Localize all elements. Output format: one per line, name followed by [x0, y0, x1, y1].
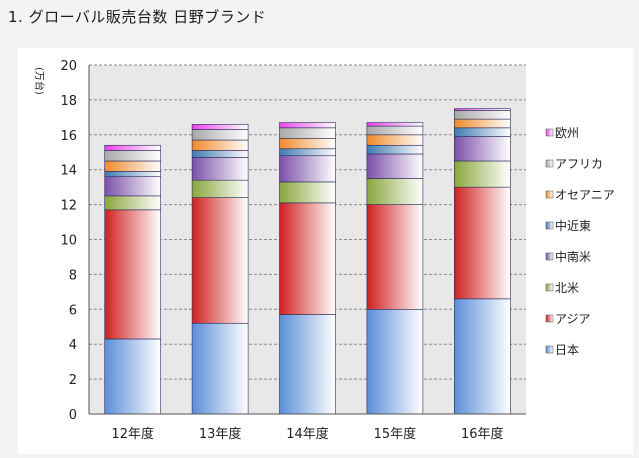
- x-tick-label: 12年度: [111, 426, 154, 442]
- bar-segment: [104, 195, 161, 211]
- x-tick-label: 13年度: [199, 426, 242, 442]
- bar-segment: [366, 144, 424, 155]
- bar-segment: [279, 181, 336, 204]
- legend-label: 中南米: [555, 249, 591, 264]
- bar-segment: [104, 150, 161, 162]
- legend-label: 欧州: [555, 126, 579, 140]
- x-tick-label: 15年度: [374, 426, 417, 442]
- bar-segment: [191, 322, 249, 415]
- bar-segment: [191, 139, 249, 151]
- legend-swatch: [545, 221, 554, 230]
- bar-segment: [104, 176, 161, 197]
- bar-segment: [104, 171, 161, 177]
- bar-segment: [104, 338, 161, 415]
- y-tick-label: 20: [60, 59, 77, 74]
- bar-segment: [453, 108, 511, 111]
- legend-swatch: [545, 190, 554, 199]
- x-tick-label: 14年度: [286, 426, 329, 442]
- bar-segment: [104, 144, 161, 151]
- bar-segment: [366, 178, 424, 205]
- bar-segment: [279, 202, 336, 315]
- bar-segment: [191, 179, 249, 198]
- legend-label: 北米: [555, 281, 579, 295]
- y-tick-label: 14: [60, 164, 77, 179]
- y-axis: 0 2 4 6 8 10 12 14 16 18 20: [60, 59, 526, 423]
- bar-segment: [453, 118, 511, 129]
- bar-segment: [453, 160, 511, 188]
- y-axis-label: (万台): [33, 67, 46, 95]
- bar-segment: [191, 150, 249, 158]
- legend-label: アジア: [555, 312, 591, 326]
- legend-swatch: [545, 128, 554, 137]
- y-tick-label: 10: [60, 234, 77, 249]
- legend-swatch: [545, 314, 554, 323]
- bar-segment: [279, 137, 336, 150]
- bar-segment: [279, 122, 336, 129]
- bar-segment: [279, 127, 336, 139]
- chart-panel: 0 2 4 6 8 10 12 14 16 18 20 12年度 13年度 14年度 15年度 16年度 (…: [18, 48, 633, 454]
- y-tick-label: 6: [69, 303, 77, 318]
- y-tick-label: 12: [60, 199, 77, 214]
- x-tick-label: 16年度: [461, 426, 504, 442]
- y-tick-label: 18: [60, 94, 77, 109]
- bar-segment: [104, 160, 161, 172]
- legend-label: 中近東: [555, 218, 591, 233]
- y-tick-label: 0: [69, 408, 77, 423]
- bar-segment: [366, 125, 424, 136]
- y-tick-label: 4: [69, 338, 77, 353]
- page-title: 1. グローバル販売台数 日野ブランド: [8, 8, 267, 26]
- y-tick-label: 16: [60, 129, 77, 144]
- legend-label: アフリカ: [555, 157, 603, 171]
- bar-segment: [104, 209, 161, 340]
- bar-segment: [279, 148, 336, 157]
- bar-segment: [366, 308, 424, 415]
- bar-segment: [366, 122, 424, 127]
- bar-segment: [279, 314, 336, 415]
- bar-segment: [279, 155, 336, 183]
- x-axis: 12年度 13年度 14年度 15年度 16年度: [111, 426, 503, 442]
- bar-segment: [453, 298, 511, 415]
- bars: [104, 108, 511, 415]
- legend-swatch: [545, 345, 554, 354]
- bar-segment: [191, 129, 249, 141]
- bar-segment: [191, 124, 249, 130]
- bar-segment: [191, 197, 249, 324]
- legend-swatch: [545, 283, 554, 292]
- stacked-bar-chart: 0 2 4 6 8 10 12 14 16 18 20 12年度 13年度 14年度 15年度 16年度 (…: [33, 59, 615, 442]
- bar-segment: [453, 136, 511, 162]
- bar-segment: [191, 157, 249, 181]
- bar-segment: [453, 110, 511, 120]
- bar-segment: [453, 127, 511, 137]
- legend-label: 日本: [555, 343, 579, 357]
- bar-segment: [366, 153, 424, 179]
- y-tick-label: 2: [69, 373, 77, 388]
- legend-label: オセアニア: [555, 188, 615, 202]
- grid-lines: [89, 64, 526, 380]
- y-tick-label: 8: [69, 268, 77, 283]
- legend-swatch: [545, 252, 554, 261]
- bar-segment: [366, 134, 424, 146]
- bar-segment: [366, 204, 424, 310]
- legend-swatch: [545, 159, 554, 168]
- bar-segment: [453, 186, 511, 300]
